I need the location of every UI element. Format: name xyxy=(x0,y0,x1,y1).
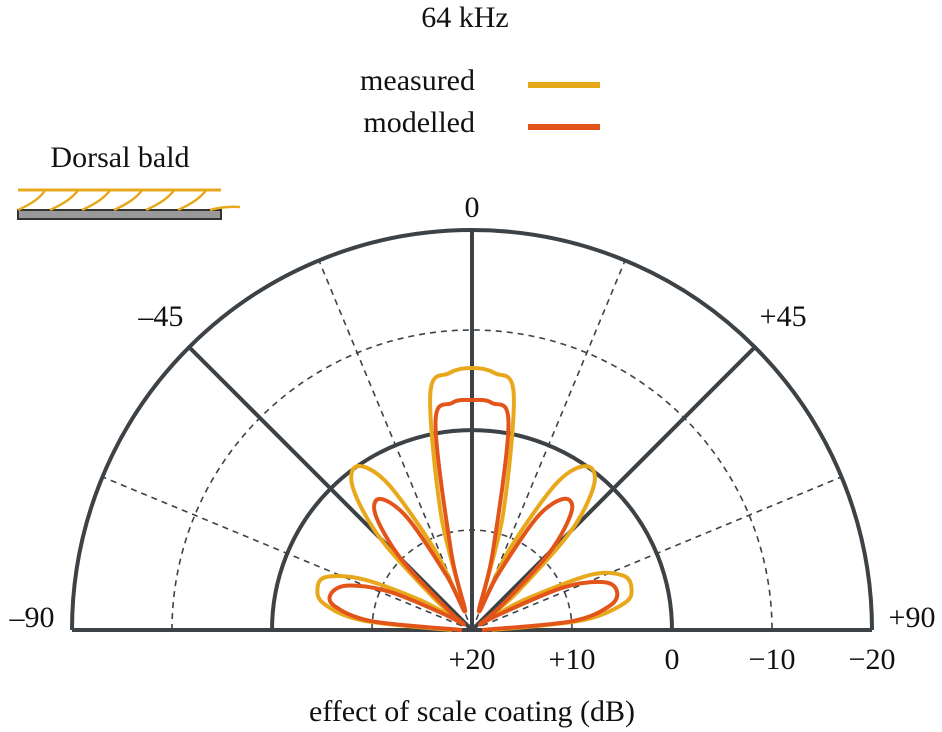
chart-title: 64 kHz xyxy=(421,1,508,34)
r-tick-label: −10 xyxy=(749,643,796,676)
series-line xyxy=(327,397,620,632)
annotation: Dorsal bald xyxy=(50,141,189,174)
angle-label: –45 xyxy=(137,300,183,333)
grid-arc xyxy=(171,329,773,631)
r-tick-label: +20 xyxy=(449,643,496,676)
angle-spoke xyxy=(470,345,757,632)
r-tick-label: −20 xyxy=(849,643,896,676)
r-axis-label: effect of scale coating (dB) xyxy=(309,695,635,728)
legend-label: measured xyxy=(360,64,475,97)
legend-label: modelled xyxy=(363,106,475,139)
angle-label: +90 xyxy=(889,601,936,634)
series-line xyxy=(315,366,634,632)
angle-label: –90 xyxy=(9,601,55,634)
r-tick-label: 0 xyxy=(665,643,680,676)
r-tick-label: +10 xyxy=(549,643,596,676)
angle-label: +45 xyxy=(760,300,807,333)
dorsal-icon xyxy=(17,188,241,220)
grid-spoke xyxy=(102,476,473,631)
grid-spoke xyxy=(471,476,842,631)
angle-label: 0 xyxy=(465,191,480,224)
angle-spoke xyxy=(187,345,474,632)
